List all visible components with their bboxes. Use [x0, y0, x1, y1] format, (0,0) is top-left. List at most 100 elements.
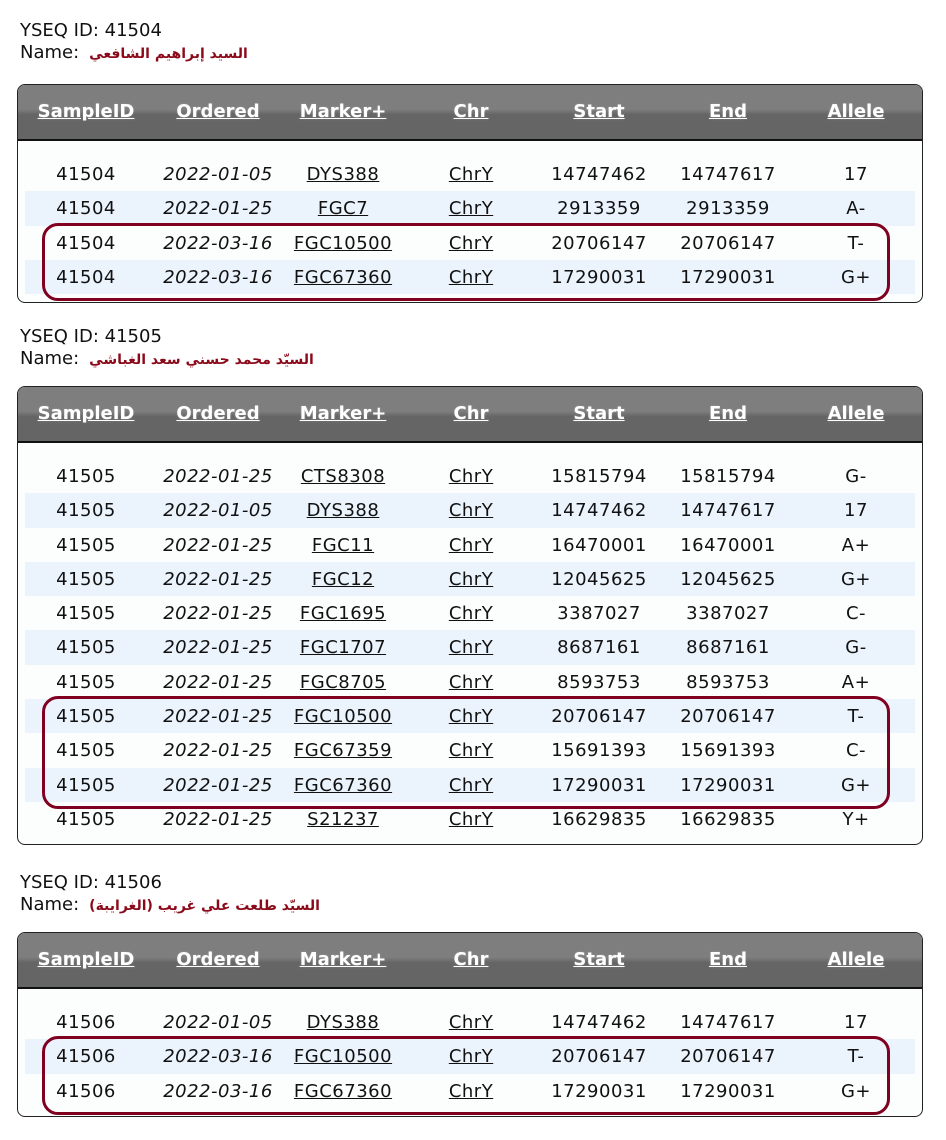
cell-end: 12045625 — [680, 568, 776, 590]
cell-sampleid: 41504 — [56, 266, 116, 288]
sort-header-marker[interactable]: Marker+ — [299, 101, 387, 122]
cell-start: 20706147 — [551, 1046, 647, 1068]
sort-header-sampleid[interactable]: SampleID — [37, 403, 135, 424]
name-line: Name: السيّد محمد حسني سعد الغباشي — [20, 348, 314, 369]
cell-marker[interactable]: FGC10500 — [293, 706, 393, 728]
cell-ordered: 2022-03-16 — [163, 232, 273, 254]
cell-marker[interactable]: DYS388 — [306, 164, 380, 185]
cell-chr[interactable]: ChrY — [448, 568, 494, 590]
cell-chr[interactable]: ChrY — [448, 198, 494, 220]
cell-end: 8687161 — [686, 637, 770, 659]
sort-header-start[interactable]: Start — [573, 949, 625, 970]
cell-chr[interactable]: ChrY — [448, 266, 494, 288]
sort-header-allele[interactable]: Allele — [827, 403, 885, 424]
cell-chr[interactable]: ChrY — [448, 232, 494, 254]
cell-marker[interactable]: FGC67360 — [293, 774, 393, 796]
cell-end: 17290031 — [680, 266, 776, 288]
cell-marker[interactable]: FGC12 — [311, 568, 375, 590]
cell-ordered: 2022-01-25 — [163, 568, 273, 590]
sort-header-allele[interactable]: Allele — [827, 949, 885, 970]
cell-chr[interactable]: ChrY — [448, 706, 494, 728]
cell-chr[interactable]: ChrY — [448, 603, 494, 625]
name-label: Name: — [20, 894, 80, 915]
sort-header-marker[interactable]: Marker+ — [299, 403, 387, 424]
cell-sampleid: 41505 — [56, 534, 116, 556]
cell-end: 15815794 — [680, 466, 776, 487]
cell-marker[interactable]: DYS388 — [306, 500, 380, 522]
cell-allele: A+ — [841, 671, 871, 693]
cell-allele: G+ — [840, 568, 872, 590]
table-row: 41504 2022-03-16 FGC10500 ChrY 20706147 20706… — [25, 226, 915, 260]
sort-header-end[interactable]: End — [709, 101, 747, 122]
sort-header-sampleid[interactable]: SampleID — [37, 101, 135, 122]
cell-chr[interactable]: ChrY — [448, 774, 494, 796]
name-label: Name: — [20, 348, 80, 369]
cell-marker[interactable]: FGC11 — [311, 534, 375, 556]
cell-start: 14747462 — [551, 164, 647, 185]
cell-marker[interactable]: CTS8308 — [300, 466, 386, 487]
cell-allele: G+ — [840, 1080, 872, 1102]
cell-sampleid: 41505 — [56, 808, 116, 830]
cell-end: 3387027 — [686, 603, 770, 625]
cell-end: 20706147 — [680, 232, 776, 254]
sort-header-chr[interactable]: Chr — [453, 949, 489, 970]
cell-marker[interactable]: FGC10500 — [293, 1046, 393, 1068]
cell-chr[interactable]: ChrY — [448, 740, 494, 762]
sort-header-ordered[interactable]: Ordered — [176, 949, 260, 970]
table-header: SampleID Ordered Marker+ Chr Start End Allele — [18, 933, 922, 989]
cell-ordered: 2022-01-25 — [163, 198, 273, 220]
cell-marker[interactable]: FGC1707 — [299, 637, 387, 659]
cell-chr[interactable]: ChrY — [448, 1046, 494, 1068]
sort-header-sampleid[interactable]: SampleID — [37, 949, 135, 970]
cell-end: 17290031 — [680, 774, 776, 796]
cell-sampleid: 41505 — [56, 466, 116, 487]
cell-chr[interactable]: ChrY — [448, 637, 494, 659]
cell-end: 16629835 — [680, 808, 776, 830]
sort-header-start[interactable]: Start — [573, 101, 625, 122]
sort-header-marker[interactable]: Marker+ — [299, 949, 387, 970]
sort-header-start[interactable]: Start — [573, 403, 625, 424]
table-row: 41505 2022-01-25 FGC8705 ChrY 8593753 8593753… — [25, 665, 915, 699]
cell-start: 17290031 — [551, 1080, 647, 1102]
cell-marker[interactable]: FGC7 — [317, 198, 369, 220]
cell-marker[interactable]: FGC1695 — [299, 603, 387, 625]
cell-end: 2913359 — [686, 198, 770, 220]
cell-chr[interactable]: ChrY — [448, 534, 494, 556]
cell-start: 15691393 — [551, 740, 647, 762]
cell-allele: T- — [847, 706, 865, 728]
cell-start: 16470001 — [551, 534, 647, 556]
cell-end: 14747617 — [680, 164, 776, 185]
cell-allele: A- — [846, 198, 866, 220]
cell-ordered: 2022-01-25 — [163, 603, 273, 625]
cell-marker[interactable]: FGC8705 — [299, 671, 387, 693]
cell-chr[interactable]: ChrY — [448, 1012, 494, 1033]
cell-marker[interactable]: FGC67360 — [293, 266, 393, 288]
cell-marker[interactable]: DYS388 — [306, 1012, 380, 1033]
cell-sampleid: 41505 — [56, 603, 116, 625]
cell-ordered: 2022-01-25 — [163, 740, 273, 762]
cell-chr[interactable]: ChrY — [448, 164, 494, 185]
sort-header-ordered[interactable]: Ordered — [176, 403, 260, 424]
cell-marker[interactable]: FGC67359 — [293, 740, 393, 762]
cell-sampleid: 41505 — [56, 500, 116, 522]
cell-start: 15815794 — [551, 466, 647, 487]
cell-marker[interactable]: FGC67360 — [293, 1080, 393, 1102]
cell-marker[interactable]: FGC10500 — [293, 232, 393, 254]
cell-allele: T- — [847, 232, 865, 254]
cell-start: 16629835 — [551, 808, 647, 830]
cell-chr[interactable]: ChrY — [448, 1080, 494, 1102]
sort-header-chr[interactable]: Chr — [453, 403, 489, 424]
cell-allele: G+ — [840, 774, 872, 796]
sort-header-end[interactable]: End — [709, 403, 747, 424]
sort-header-end[interactable]: End — [709, 949, 747, 970]
sort-header-allele[interactable]: Allele — [827, 101, 885, 122]
cell-end: 17290031 — [680, 1080, 776, 1102]
cell-chr[interactable]: ChrY — [448, 500, 494, 522]
sort-header-ordered[interactable]: Ordered — [176, 101, 260, 122]
cell-chr[interactable]: ChrY — [448, 808, 494, 830]
sort-header-chr[interactable]: Chr — [453, 101, 489, 122]
table-row: 41505 2022-01-25 FGC1707 ChrY 8687161 8687161… — [25, 630, 915, 665]
cell-chr[interactable]: ChrY — [448, 466, 494, 487]
cell-chr[interactable]: ChrY — [448, 671, 494, 693]
cell-marker[interactable]: S21237 — [307, 808, 379, 830]
